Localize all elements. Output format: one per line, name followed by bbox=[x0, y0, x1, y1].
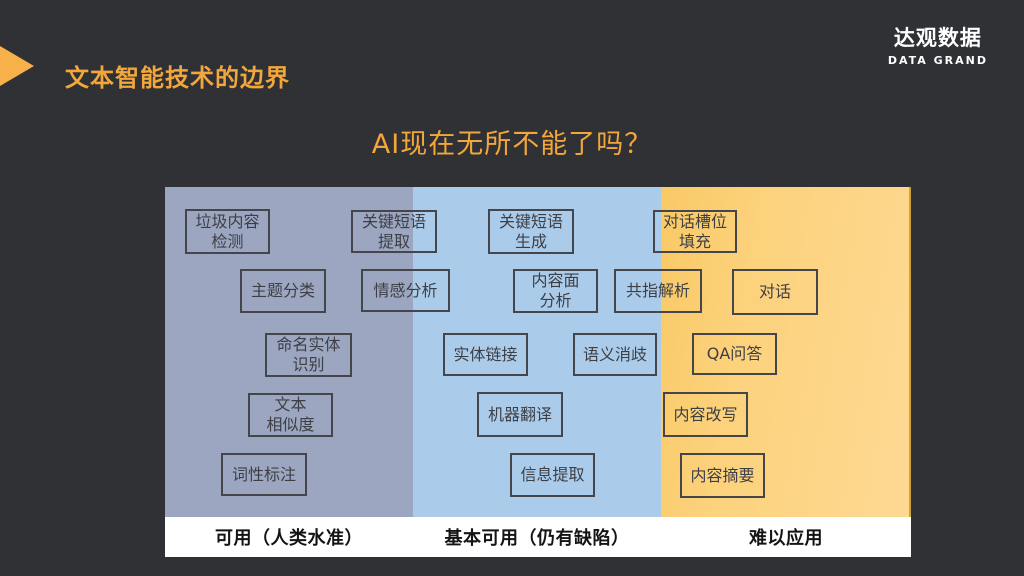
zone-label-basic: 基本可用（仍有缺陷） bbox=[444, 528, 630, 549]
datagrand-logo: 达观数据 DATA GRAND bbox=[888, 22, 988, 67]
zone-hard-background bbox=[661, 187, 911, 517]
task-box: 实体链接 bbox=[443, 333, 528, 376]
zone-label-bar: 可用（人类水准） 基本可用（仍有缺陷） 难以应用 bbox=[165, 517, 911, 557]
logo-english-text: DATA GRAND bbox=[887, 54, 988, 67]
arrow-right-icon bbox=[0, 46, 34, 86]
task-box: 垃圾内容 检测 bbox=[185, 209, 270, 254]
task-box: 情感分析 bbox=[361, 269, 450, 312]
task-box: 内容面 分析 bbox=[513, 269, 598, 313]
task-box: QA问答 bbox=[692, 333, 777, 375]
zone-label-usable: 可用（人类水准） bbox=[215, 528, 363, 549]
subtitle: AI现在无所不能了吗？ bbox=[371, 129, 653, 160]
task-box: 关键短语 提取 bbox=[351, 210, 437, 253]
task-box: 主题分类 bbox=[240, 269, 326, 313]
task-box: 命名实体 识别 bbox=[265, 333, 352, 377]
task-box: 信息提取 bbox=[510, 453, 595, 497]
task-box: 文本 相似度 bbox=[248, 393, 333, 437]
task-box: 词性标注 bbox=[221, 453, 307, 496]
task-box: 语义消歧 bbox=[573, 333, 657, 376]
zone-basic-background bbox=[413, 187, 661, 517]
task-box: 机器翻译 bbox=[477, 392, 563, 437]
zone-backgrounds bbox=[165, 187, 911, 517]
zone-usable-background bbox=[165, 187, 413, 517]
task-box: 对话 bbox=[732, 269, 818, 315]
logo-chinese-text: 达观数据 bbox=[893, 26, 982, 50]
task-box: 对话槽位 填充 bbox=[653, 210, 737, 253]
page-title: 文本智能技术的边界 bbox=[65, 64, 290, 92]
task-box: 内容摘要 bbox=[680, 453, 765, 498]
task-box: 内容改写 bbox=[663, 392, 748, 437]
task-box: 关键短语 生成 bbox=[488, 209, 574, 254]
task-box: 共指解析 bbox=[614, 269, 702, 313]
zone-label-hard: 难以应用 bbox=[749, 528, 823, 549]
capability-boundary-diagram: 垃圾内容 检测 关键短语 提取 主题分类 情感分析 命名实体 识别 文本 相似度… bbox=[165, 187, 911, 557]
